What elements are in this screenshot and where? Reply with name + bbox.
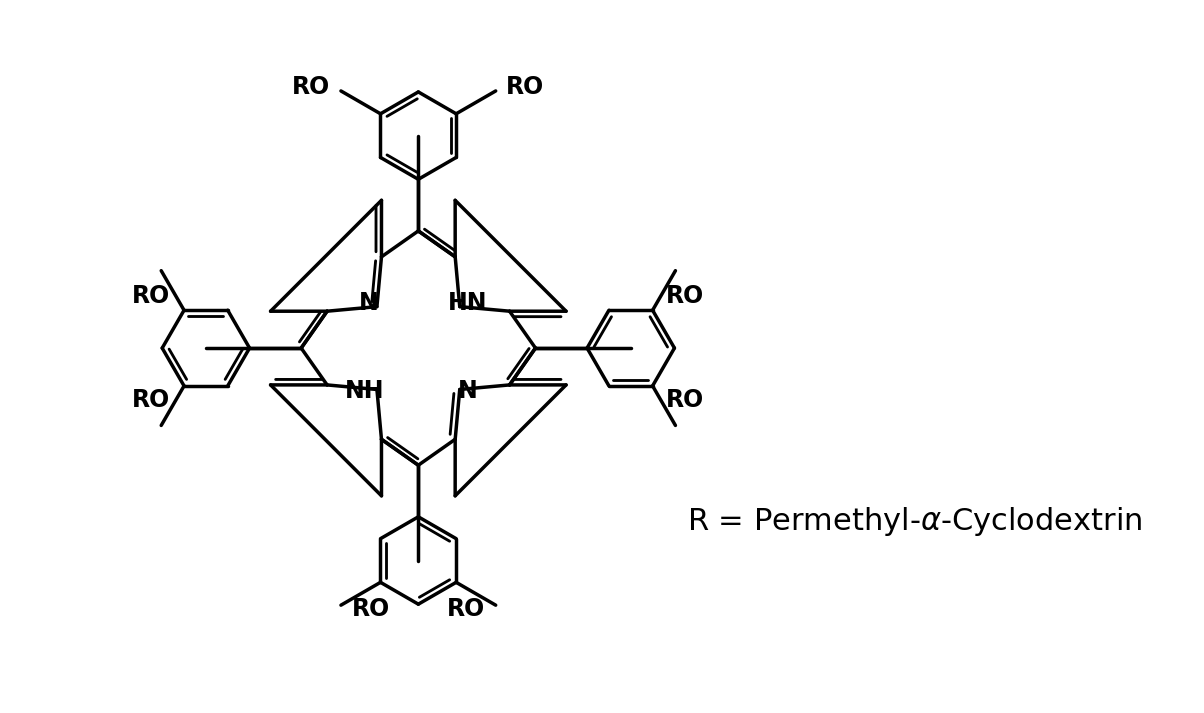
- Text: N: N: [458, 379, 478, 404]
- Text: HN: HN: [448, 291, 488, 314]
- Text: RO: RO: [132, 284, 171, 309]
- Text: RO: RO: [132, 388, 171, 411]
- Text: RO: RO: [293, 75, 330, 99]
- Text: R = Permethyl-$\alpha$-Cyclodextrin: R = Permethyl-$\alpha$-Cyclodextrin: [687, 506, 1143, 538]
- Text: N: N: [359, 291, 379, 314]
- Text: RO: RO: [352, 597, 390, 621]
- Text: RO: RO: [507, 75, 544, 99]
- Text: RO: RO: [666, 388, 704, 411]
- Text: NH: NH: [346, 379, 385, 404]
- Text: RO: RO: [666, 284, 704, 309]
- Text: RO: RO: [447, 597, 485, 621]
